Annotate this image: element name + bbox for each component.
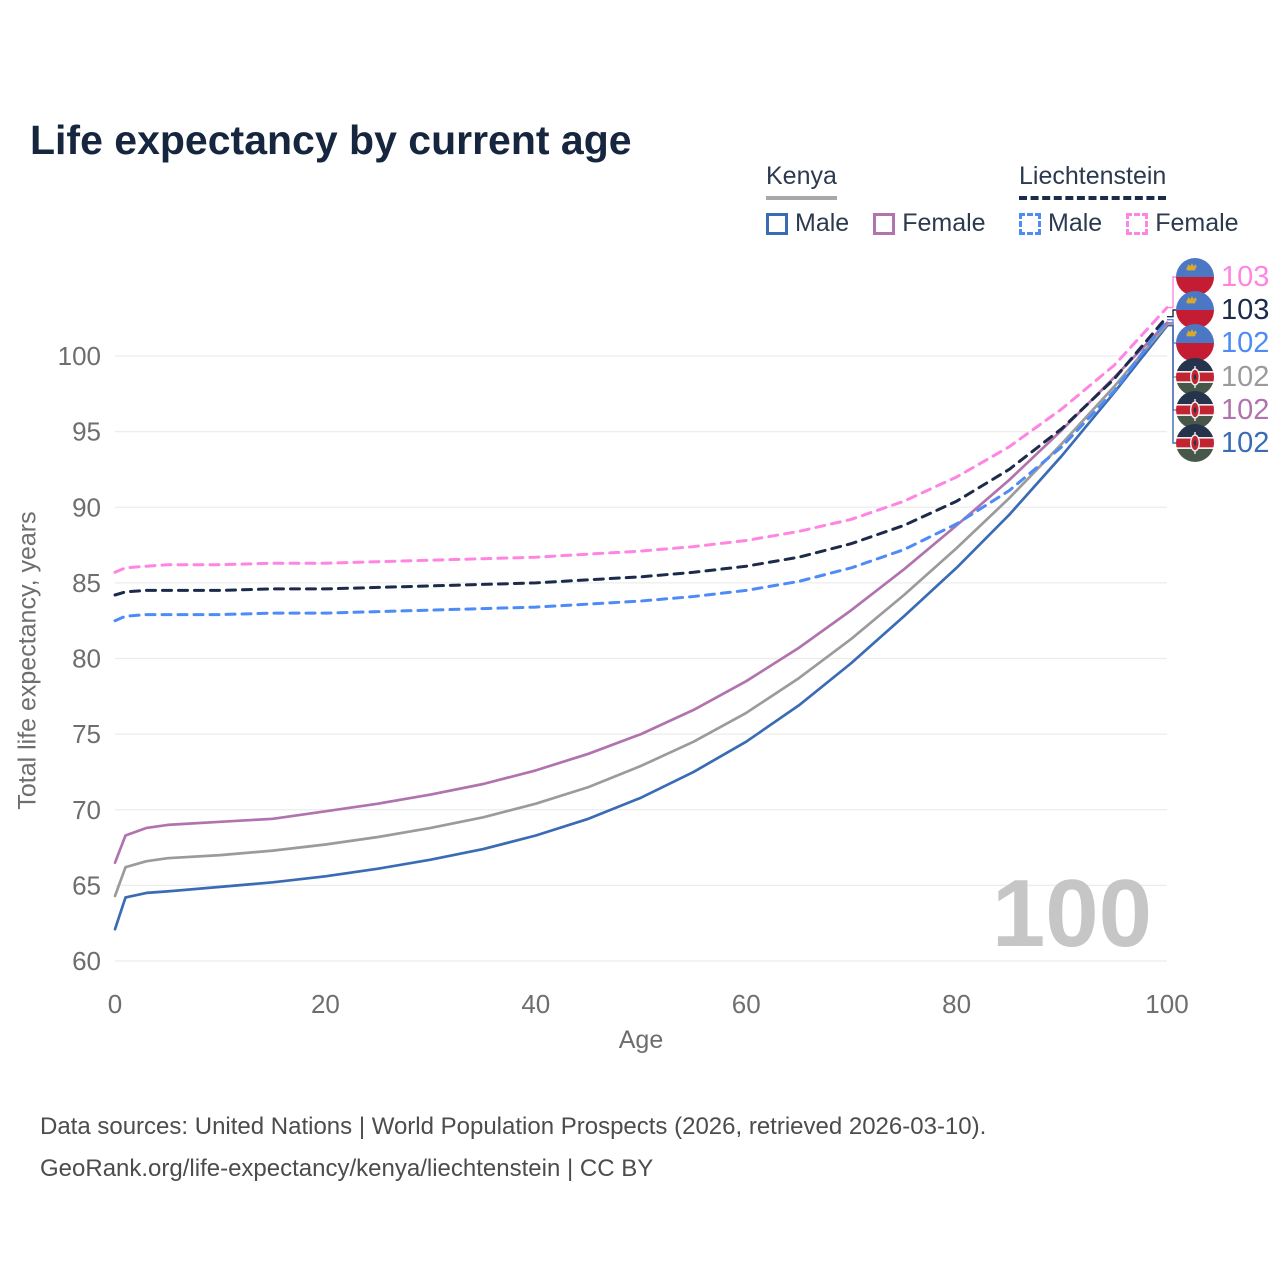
series-line-kenya-male xyxy=(113,324,1169,931)
liechtenstein-flag-icon xyxy=(1176,324,1214,362)
series-line-kenya-both-sexes xyxy=(113,322,1169,898)
kenya-flag-icon xyxy=(1176,424,1214,462)
footer-attribution: GeoRank.org/life-expectancy/kenya/liecht… xyxy=(40,1155,654,1182)
legend-item-kenya-male[interactable]: Male xyxy=(766,209,849,238)
x-tick-label: 20 xyxy=(311,989,340,1019)
legend-group-liechtenstein: Liechtenstein Male Female xyxy=(1019,162,1239,238)
x-axis-title: Age xyxy=(618,1026,664,1054)
legend-group-title-liechtenstein: Liechtenstein xyxy=(1019,162,1167,200)
y-axis-title: Total life expectancy, years xyxy=(13,511,42,810)
liechtenstein-male-swatch-icon xyxy=(1019,212,1041,235)
legend-item-liechtenstein-female[interactable]: Female xyxy=(1126,209,1239,238)
y-tick-label: 60 xyxy=(72,946,101,976)
age-counter-watermark: 100 xyxy=(991,860,1152,967)
liechtenstein-flag-icon xyxy=(1176,258,1214,296)
series-line-liechtenstein-male xyxy=(113,318,1169,623)
y-tick-label: 95 xyxy=(72,417,101,447)
legend-item-label: Female xyxy=(1155,209,1239,237)
footer: Data sources: United Nations | World Pop… xyxy=(40,1106,986,1190)
endpoint-value-label: 103 xyxy=(1221,293,1270,326)
legend-item-liechtenstein-male[interactable]: Male xyxy=(1019,209,1102,238)
y-tick-label: 80 xyxy=(72,644,101,674)
kenya-male-swatch-icon xyxy=(766,212,788,235)
kenya-flag-icon xyxy=(1176,391,1214,429)
endpoint-value-label: 102 xyxy=(1221,393,1270,426)
y-tick-label: 70 xyxy=(72,795,101,825)
y-tick-label: 90 xyxy=(72,492,101,522)
endpoint-badge-kenya-female: 102 xyxy=(1176,391,1269,429)
liechtenstein-flag-icon xyxy=(1176,291,1214,329)
legend-group-title-kenya: Kenya xyxy=(766,162,837,200)
y-tick-label: 85 xyxy=(72,568,101,598)
x-tick-label: 60 xyxy=(732,989,761,1019)
endpoint-value-label: 102 xyxy=(1221,326,1270,359)
endpoint-badge-liechtenstein-female: 103 xyxy=(1176,258,1269,296)
kenya-female-swatch-icon xyxy=(873,212,896,235)
endpoint-badge-kenya-male: 102 xyxy=(1176,424,1269,462)
endpoint-badge-liechtenstein-male: 102 xyxy=(1176,324,1269,362)
x-tick-label: 0 xyxy=(108,989,122,1019)
y-tick-label: 65 xyxy=(72,870,101,900)
x-tick-label: 100 xyxy=(1145,989,1188,1019)
endpoint-value-label: 103 xyxy=(1221,260,1270,293)
endpoint-badge-kenya-both-sexes: 102 xyxy=(1176,358,1269,396)
endpoint-value-label: 102 xyxy=(1221,360,1270,393)
series-line-liechtenstein-female xyxy=(113,306,1169,574)
series-line-kenya-female xyxy=(113,321,1169,865)
legend-item-label: Male xyxy=(795,209,850,237)
legend-group-kenya: Kenya Male Female xyxy=(766,162,986,238)
x-tick-label: 80 xyxy=(942,989,971,1019)
page-title: Life expectancy by current age xyxy=(30,117,632,164)
y-tick-label: 75 xyxy=(72,719,101,749)
endpoint-badge-liechtenstein-both-sexes: 103 xyxy=(1176,291,1269,329)
footer-data-sources: Data sources: United Nations | World Pop… xyxy=(40,1113,987,1140)
legend-item-kenya-female[interactable]: Female xyxy=(873,209,986,238)
legend-item-label: Female xyxy=(902,209,986,237)
legend-item-label: Male xyxy=(1048,209,1103,237)
kenya-flag-icon xyxy=(1176,358,1214,396)
series-line-liechtenstein-both-sexes xyxy=(113,315,1169,597)
y-tick-label: 100 xyxy=(58,341,101,371)
endpoint-value-label: 102 xyxy=(1221,426,1270,459)
x-tick-label: 40 xyxy=(521,989,550,1019)
liechtenstein-female-swatch-icon xyxy=(1126,212,1149,235)
